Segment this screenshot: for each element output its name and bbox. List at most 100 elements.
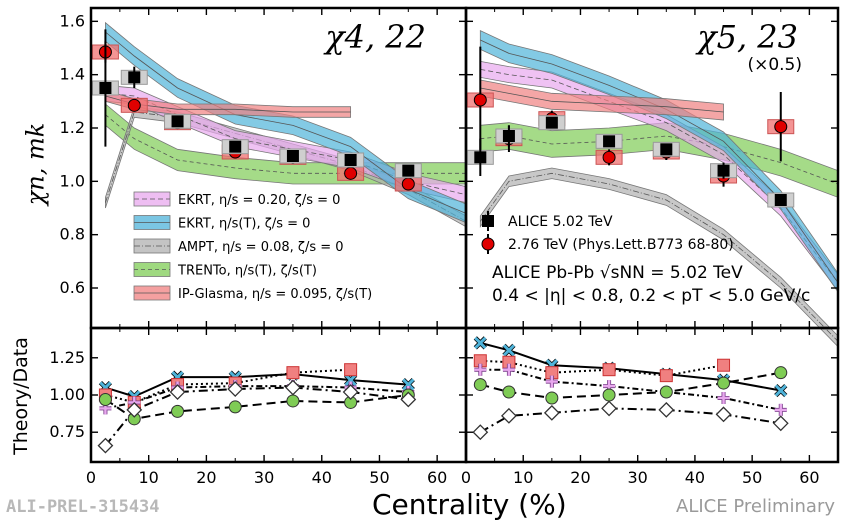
ratio-line-TRENTo <box>480 371 781 399</box>
marker-diamond <box>772 415 789 432</box>
marker-diamond <box>285 379 301 396</box>
legend-label-AMPT: AMPT, η/s = 0.08, ζ/s = 0 <box>178 240 344 255</box>
point-alice-502 <box>229 140 242 153</box>
y-tick-label: 1.6 <box>60 11 85 30</box>
point-alice-502 <box>660 143 673 156</box>
IPGlasma-band <box>479 79 724 121</box>
x-tick-label: 10 <box>513 468 533 487</box>
point-alice-502 <box>171 115 184 128</box>
marker-diamond <box>169 384 186 400</box>
x-tick-label: 20 <box>570 468 590 487</box>
marker-plus <box>474 363 487 376</box>
marker-plus <box>545 375 558 388</box>
y-axis-label-top: χn, mk <box>21 122 50 206</box>
marker-diamond <box>400 391 417 408</box>
x-tick-label: 0 <box>461 468 471 487</box>
marker-diamond <box>342 384 359 400</box>
point-alice-502 <box>474 151 487 164</box>
x-axis-label: Centrality (%) <box>372 488 567 521</box>
figure-id: ALI-PREL-315434 <box>6 497 160 517</box>
annotation-line2: 0.4 < |η| < 0.8, 0.2 < pT < 5.0 GeV/c <box>492 286 810 306</box>
point-276 <box>473 93 487 107</box>
marker-square <box>717 358 731 372</box>
marker-circle <box>228 400 242 414</box>
marker-circle <box>502 385 516 399</box>
point-alice-502 <box>717 164 730 177</box>
TRENTo-center-line <box>105 114 466 174</box>
marker-diamond <box>97 437 114 454</box>
y-axis-label-bottom: Theory/Data <box>9 337 32 455</box>
marker-square <box>344 363 358 377</box>
point-alice-502 <box>99 82 112 94</box>
panel-title: χ5, 23 <box>695 18 798 56</box>
legend-label-502: ALICE 5.02 TeV <box>508 214 613 230</box>
x-tick-label: 10 <box>139 468 159 487</box>
annotation-line1: ALICE Pb-Pb √sNN = 5.02 TeV <box>492 263 743 283</box>
marker-diamond <box>472 424 489 441</box>
marker-circle <box>774 366 788 380</box>
marker-square <box>602 363 616 377</box>
legend-label-IPGlasma: IP-Glasma, η/s = 0.095, ζ/s(T) <box>178 287 372 302</box>
marker-circle <box>545 391 559 405</box>
marker-circle <box>98 392 112 406</box>
x-tick-label: 50 <box>369 468 389 487</box>
marker-diamond <box>601 400 617 417</box>
marker-circle <box>473 378 487 392</box>
point-alice-502 <box>344 154 357 166</box>
x-tick-label: 60 <box>799 468 819 487</box>
marker-circle <box>659 385 673 399</box>
marker-circle <box>171 404 185 418</box>
point-276 <box>401 177 415 191</box>
point-alice-502 <box>774 194 787 206</box>
y-tick-label: 0.8 <box>60 225 85 244</box>
ratio-line-EKRT_eta020 <box>480 368 781 411</box>
marker-circle <box>717 376 731 390</box>
x-tick-label: 20 <box>196 468 216 487</box>
point-276 <box>774 120 788 134</box>
marker-x <box>344 374 357 387</box>
legend-marker-276 <box>481 237 495 251</box>
ratio-line-AMPT <box>479 407 781 434</box>
panel-ratio-chi-4-22: 0 10 20 30 40 50 60 0.75 1.00 1.25 <box>49 326 468 487</box>
marker-x <box>402 378 415 391</box>
panel-subtitle: (×0.5) <box>747 55 802 75</box>
x-tick-label: 60 <box>427 468 447 487</box>
ratio-line-TRENTo <box>104 394 409 420</box>
x-tick-label: 50 <box>742 468 762 487</box>
point-alice-502 <box>545 116 558 129</box>
point-alice-502 <box>286 150 299 162</box>
marker-diamond <box>658 401 675 418</box>
marker-circle <box>286 394 300 408</box>
marker-plus <box>717 391 730 404</box>
preliminary-label: ALICE Preliminary <box>676 496 835 517</box>
y-tick-label: 0.75 <box>49 422 85 441</box>
IPGlasma-center-line <box>480 87 724 113</box>
legend-label-276: 2.76 TeV (Phys.Lett.B773 68-80) <box>508 237 734 253</box>
legend-label-TRENTo: TRENTo, η/s(T), ζ/s(T) <box>177 264 317 279</box>
y-tick-label: 1.4 <box>60 65 85 84</box>
marker-x <box>774 384 787 397</box>
x-tick-label: 30 <box>628 468 648 487</box>
panel-chi-5-23: χ5, 23(×0.5) ALICE Pb-Pb √sNN = 5.02 TeV 0… <box>464 6 840 348</box>
y-tick-label: 1.0 <box>60 171 85 190</box>
x-tick-label: 30 <box>254 468 274 487</box>
marker-circle <box>602 388 616 402</box>
legend-models: EKRT, η/s = 0.20, ζ/s = 0 EKRT, η/s(T), ζ… <box>133 191 372 302</box>
legend-label-EKRT_eta020: EKRT, η/s = 0.20, ζ/s = 0 <box>178 193 340 208</box>
marker-plus <box>502 363 515 376</box>
panel-title: χ4, 22 <box>323 18 426 56</box>
y-tick-label: 1.00 <box>49 385 85 404</box>
y-tick-label: 0.6 <box>60 278 85 297</box>
marker-diamond <box>501 407 517 424</box>
marker-diamond <box>543 404 560 421</box>
point-alice-502 <box>502 130 515 142</box>
ratio-line-IPGlasma <box>105 368 351 404</box>
AMPT-center-line <box>479 172 839 342</box>
legend-data: ALICE 5.02 TeV 2.76 TeV (Phys.Lett.B773 6… <box>481 211 734 254</box>
marker-x <box>474 336 487 349</box>
marker-plus <box>774 403 787 416</box>
x-tick-label: 0 <box>86 468 96 487</box>
marker-square <box>659 369 673 383</box>
ratio-line-IPGlasma <box>480 359 724 377</box>
